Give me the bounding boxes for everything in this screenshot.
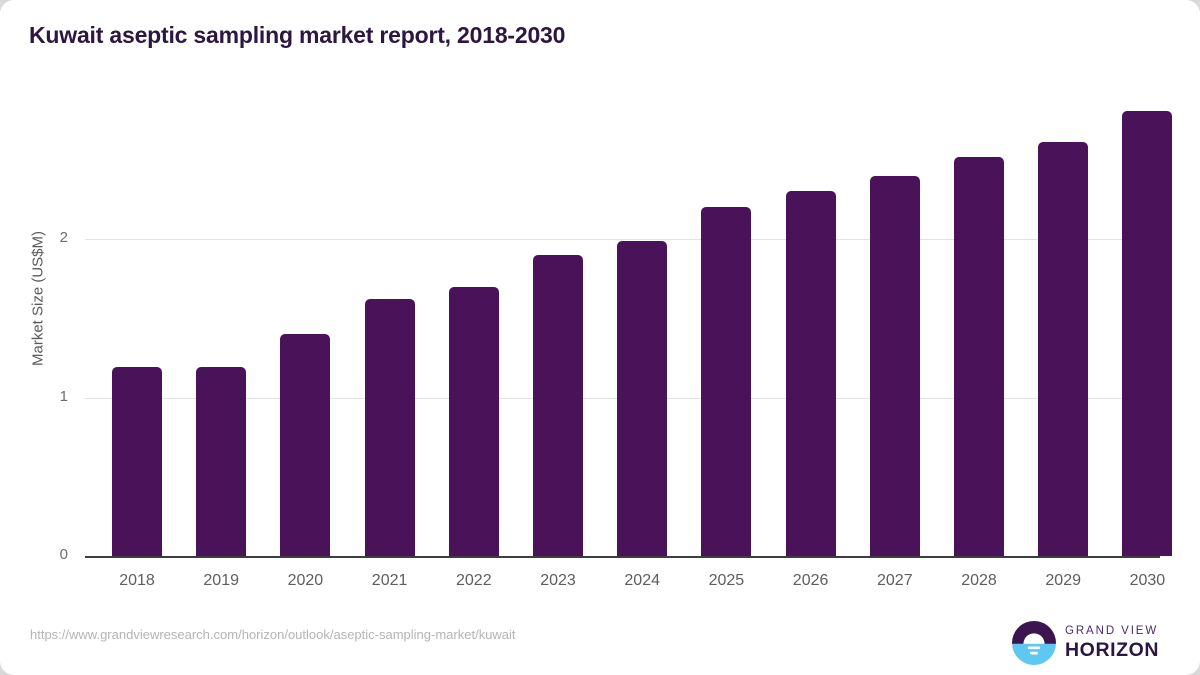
bar-2029[interactable] bbox=[1038, 142, 1089, 556]
x-tick-label-2020: 2020 bbox=[287, 572, 324, 589]
bar-2023[interactable] bbox=[533, 254, 583, 556]
bar-2026[interactable] bbox=[785, 191, 836, 556]
x-tick-label-2028: 2028 bbox=[961, 572, 997, 589]
x-tick-label-2025: 2025 bbox=[708, 572, 745, 589]
bar-2021[interactable] bbox=[364, 299, 415, 556]
x-tick-label-2023: 2023 bbox=[540, 572, 576, 589]
y-tick-label: 2 bbox=[59, 229, 68, 246]
x-tick-label-2027: 2027 bbox=[877, 572, 913, 589]
logo-line-1: GRAND VIEW bbox=[1065, 624, 1159, 637]
page-title: Kuwait aseptic sampling market report, 2… bbox=[29, 22, 566, 48]
x-tick-label-2018: 2018 bbox=[119, 572, 155, 589]
logo-wordmark: GRAND VIEW HORIZON bbox=[1065, 624, 1160, 661]
gridline bbox=[85, 239, 1160, 240]
x-tick-label-2024: 2024 bbox=[624, 572, 660, 589]
source-url[interactable]: https://www.grandviewresearch.com/horizo… bbox=[30, 627, 516, 642]
bar-2025[interactable] bbox=[701, 207, 752, 556]
bar-2030[interactable] bbox=[1122, 110, 1173, 556]
horizon-circle-icon bbox=[1012, 621, 1056, 665]
x-tick-label-2030: 2030 bbox=[1129, 572, 1166, 589]
x-tick-label-2026: 2026 bbox=[792, 572, 829, 589]
x-tick-label-2019: 2019 bbox=[203, 572, 239, 589]
y-tick-label: 1 bbox=[59, 387, 68, 405]
x-tick-label-2021: 2021 bbox=[371, 572, 408, 589]
grand-view-horizon-logo[interactable]: GRAND VIEW HORIZON bbox=[1012, 620, 1159, 666]
bar-2028[interactable] bbox=[954, 156, 1004, 556]
x-tick-label-2029: 2029 bbox=[1045, 572, 1081, 589]
bar-2018[interactable] bbox=[112, 367, 162, 556]
bar-2019[interactable] bbox=[196, 367, 247, 556]
bar-2024[interactable] bbox=[617, 240, 668, 556]
bar-2020[interactable] bbox=[280, 334, 331, 556]
y-tick-label: 0 bbox=[59, 546, 68, 563]
logo-line-2: HORIZON bbox=[1065, 639, 1160, 661]
bar-2022[interactable] bbox=[448, 286, 499, 556]
bar-2027[interactable] bbox=[869, 175, 920, 556]
x-tick-label-2022: 2022 bbox=[456, 572, 492, 589]
x-axis-line bbox=[85, 556, 1160, 558]
